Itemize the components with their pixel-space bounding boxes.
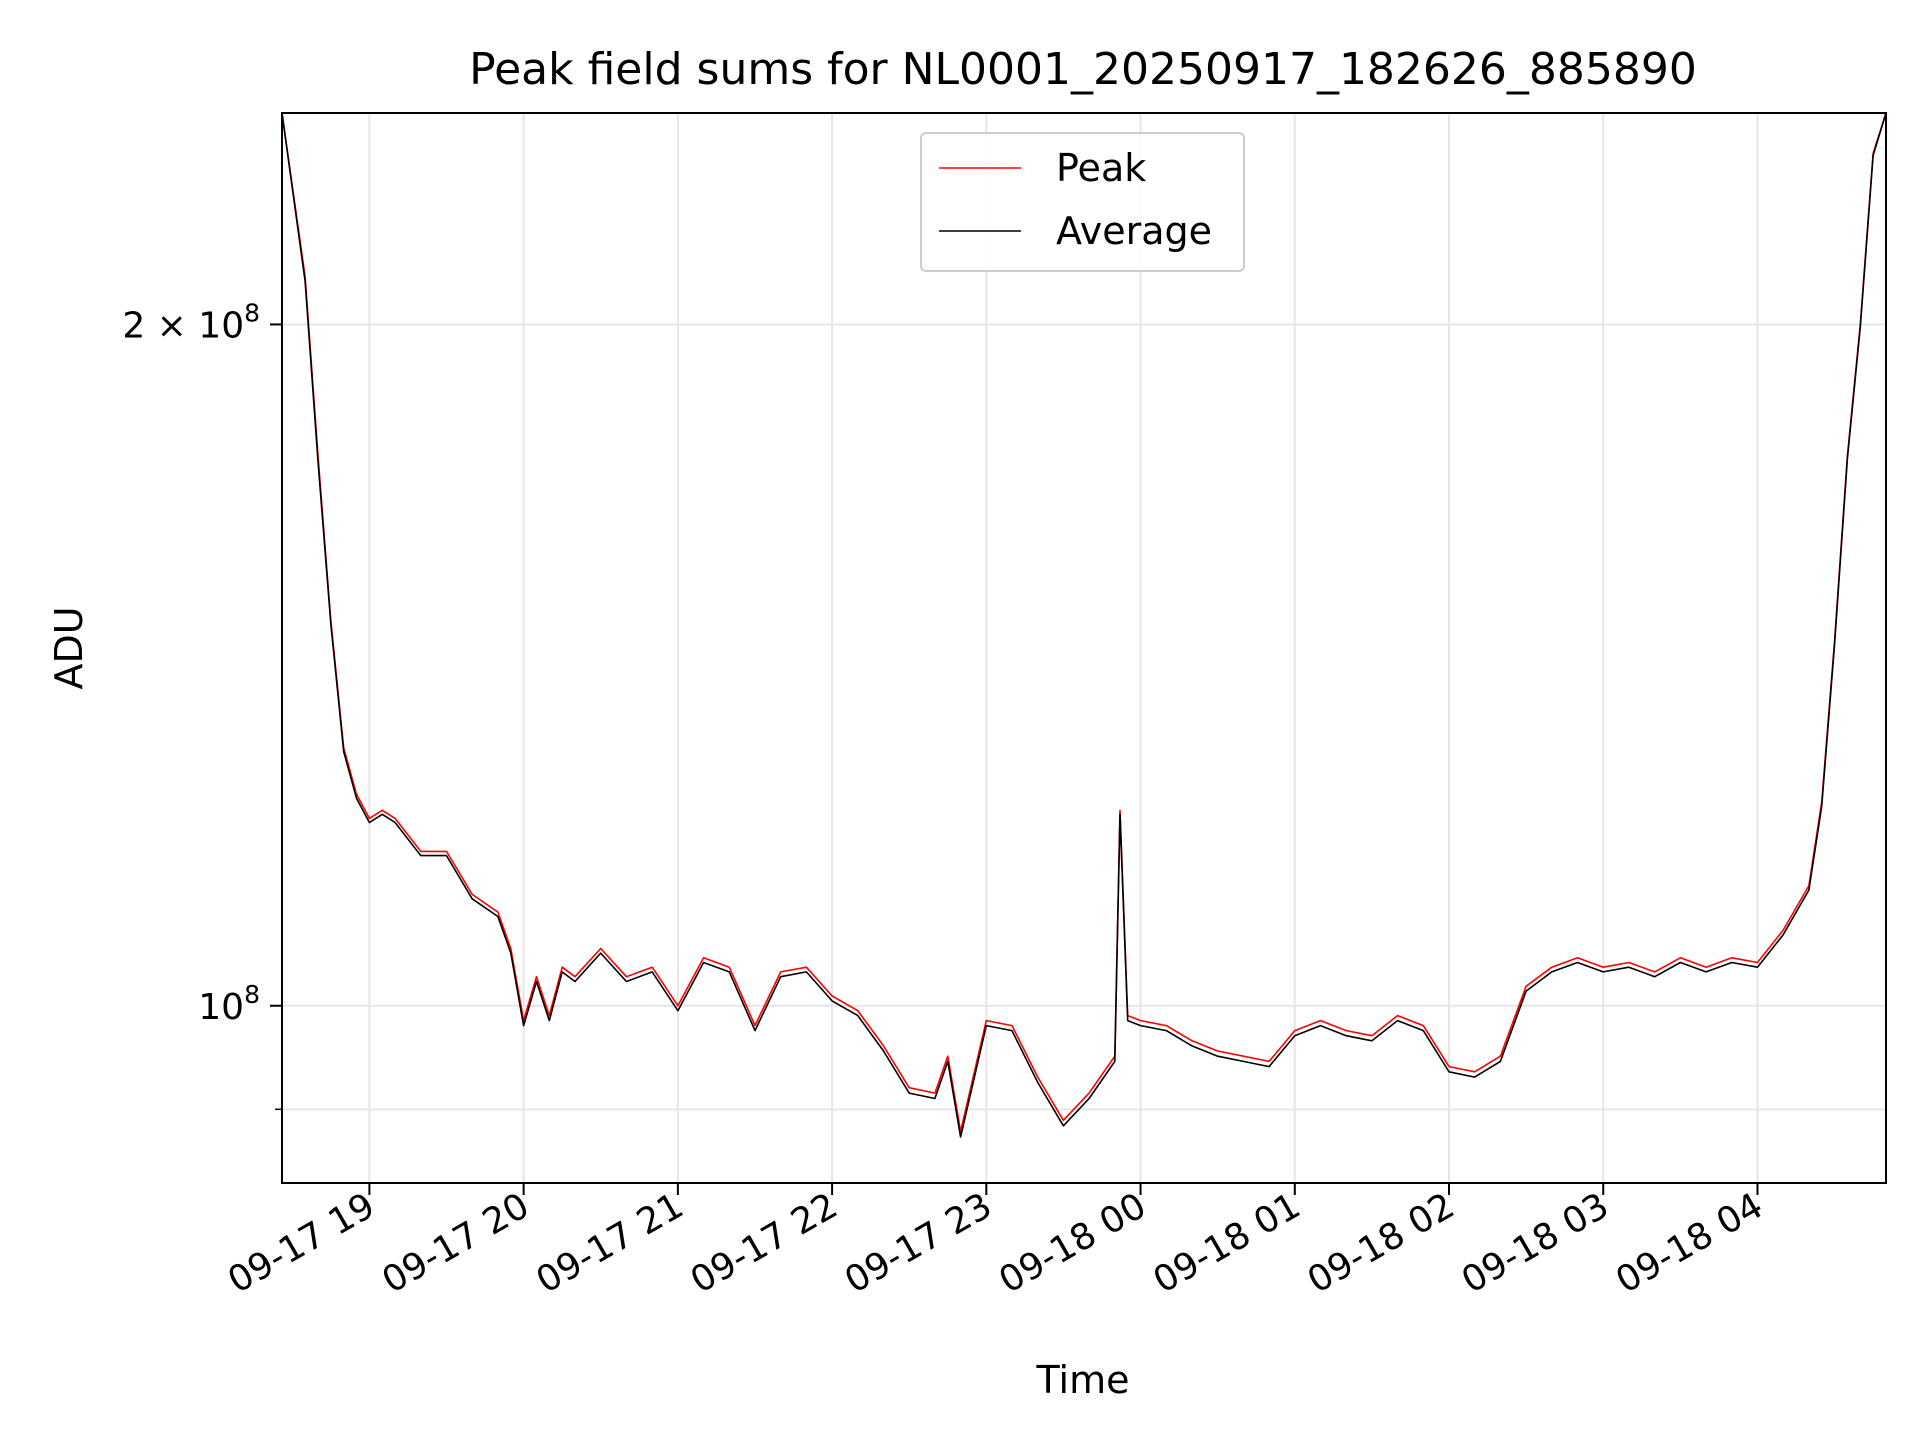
average-series-line (282, 113, 1886, 1138)
grid-layer (282, 113, 1886, 1183)
y-tick-label: 2 × 108 (122, 298, 260, 346)
data-layer (282, 113, 1886, 1138)
legend-peak-label: Peak (1056, 146, 1146, 190)
x-axis-label: Time (1036, 1358, 1130, 1402)
peak-series-line (282, 113, 1886, 1133)
y-tick-label: 108 (198, 980, 260, 1028)
legend-average-label: Average (1056, 209, 1212, 253)
chart-title: Peak field sums for NL0001_20250917_1826… (469, 44, 1697, 95)
plot-frame (281, 112, 1887, 1184)
legend: Peak Average (920, 132, 1245, 272)
y-axis-label: ADU (47, 606, 91, 689)
